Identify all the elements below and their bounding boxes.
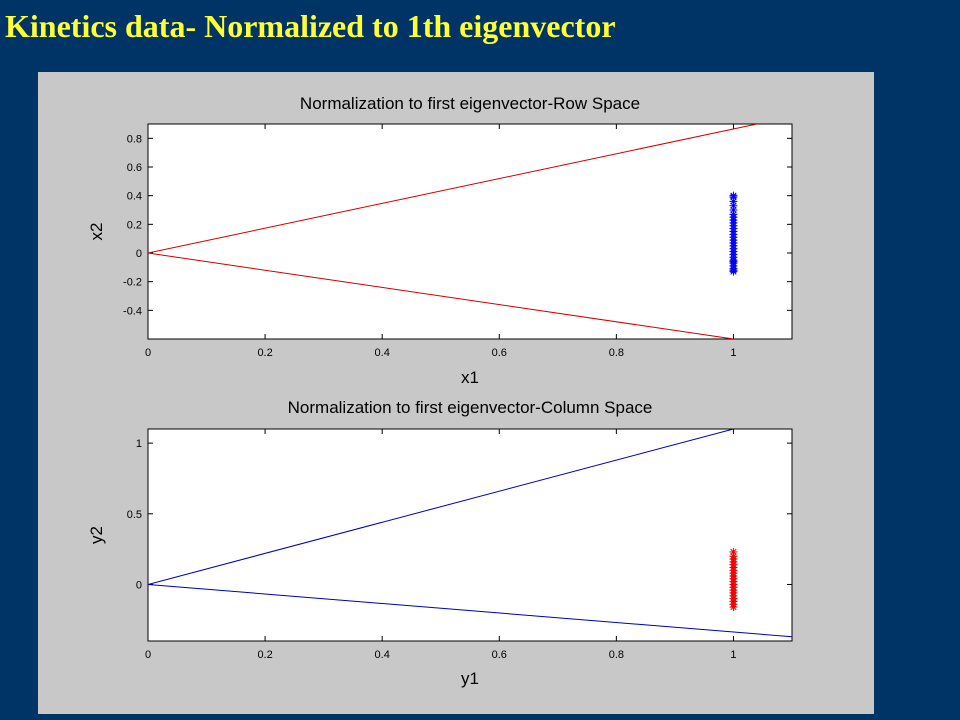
plot2-ytick-label: 0.5	[127, 509, 142, 521]
plot1-xtick-label: 0	[145, 347, 151, 359]
plot1-xtick-label: 0.4	[375, 347, 390, 359]
plot2-line-1	[148, 429, 734, 585]
plot2-ylabel: y2	[87, 526, 106, 544]
plot1-ytick-label: 0.4	[127, 191, 142, 203]
plot2-xlabel: y1	[461, 669, 479, 688]
slide-title: Kinetics data- Normalized to 1th eigenve…	[5, 8, 616, 44]
plot2-ytick-label: 1	[136, 438, 142, 450]
plot1-ytick-label: -0.4	[123, 305, 142, 317]
plot2-xtick-label: 0.2	[257, 649, 272, 661]
plot1-marker	[729, 257, 738, 266]
plot2-xtick-label: 1	[730, 649, 736, 661]
figure-panel: 0 0.2 0.4 0.6 0.8 1 -0.4 -0.2 0 0.2 0.4 0.6 0.8 Norma…	[38, 72, 874, 714]
plot2-axes	[147, 428, 793, 642]
plot1-xtick-label: 0.6	[492, 347, 507, 359]
plot2-title: Normalization to first eigenvector-Colum…	[288, 398, 653, 417]
plot1-ytick-label: 0	[136, 248, 142, 260]
plot1-line-2	[148, 252, 734, 339]
plot2-plot-area	[148, 429, 792, 638]
plot1-plot-area	[148, 124, 757, 339]
figure-svg: 0 0.2 0.4 0.6 0.8 1 -0.4 -0.2 0 0.2 0.4 0.6 0.8 Norma…	[87, 94, 793, 688]
plot2-ytick-label: 0	[136, 579, 142, 591]
plot1-xlabel: x1	[461, 368, 479, 387]
plot1-title: Normalization to first eigenvector-Row S…	[300, 94, 640, 113]
plot1-xtick-label: 0.2	[257, 347, 272, 359]
plot2-xtick-label: 0.8	[609, 649, 624, 661]
plot1-ylabel: x2	[87, 223, 106, 241]
plot1-marker	[729, 266, 738, 275]
plot1-ytick-label: 0.6	[127, 162, 142, 174]
plot1-xtick-label: 1	[730, 347, 736, 359]
plot2-xtick-label: 0	[145, 649, 151, 661]
plot2-xtick-label: 0.4	[375, 649, 390, 661]
plot2-line-2	[148, 583, 792, 638]
plot2-marker	[729, 547, 738, 556]
plot1-ytick-label: 0.8	[127, 133, 142, 145]
plot1-xtick-label: 0.8	[609, 347, 624, 359]
plot1-ytick-label: 0.2	[127, 219, 142, 231]
plot2-xtick-label: 0.6	[492, 649, 507, 661]
plot1-group: 0 0.2 0.4 0.6 0.8 1 -0.4 -0.2 0 0.2 0.4 0.6 0.8 Norma…	[87, 94, 793, 387]
plot1-marker	[729, 191, 738, 200]
plot1-ytick-label: -0.2	[123, 277, 142, 289]
plot1-axes	[147, 123, 793, 340]
plot1-line-1	[148, 124, 757, 254]
plot2-group: 0 0.2 0.4 0.6 0.8 1 0 0.5 1 Normalization to firs…	[87, 398, 793, 688]
